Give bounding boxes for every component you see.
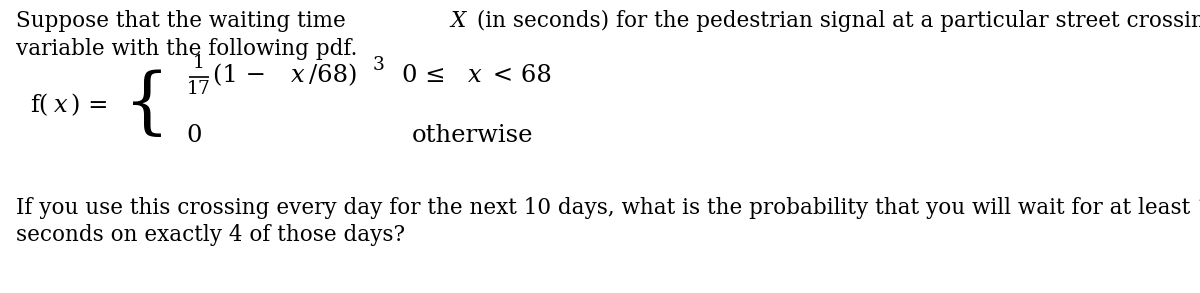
Text: (in seconds) for the pedestrian signal at a particular street crossing is a rand: (in seconds) for the pedestrian signal a… xyxy=(470,10,1200,32)
Text: 0 ≤: 0 ≤ xyxy=(402,64,452,88)
Text: Suppose that the waiting time: Suppose that the waiting time xyxy=(16,10,353,32)
Text: seconds on exactly 4 of those days?: seconds on exactly 4 of those days? xyxy=(16,224,406,246)
Text: x: x xyxy=(54,95,67,117)
Text: If you use this crossing every day for the next 10 days, what is the probability: If you use this crossing every day for t… xyxy=(16,197,1200,219)
Text: 0: 0 xyxy=(187,125,203,147)
Text: (1 −: (1 − xyxy=(212,64,274,88)
Text: otherwise: otherwise xyxy=(412,125,533,147)
Text: x: x xyxy=(292,64,305,88)
Text: 1: 1 xyxy=(193,54,205,72)
Text: X: X xyxy=(450,10,466,32)
Text: x: x xyxy=(468,64,481,88)
Text: f(: f( xyxy=(30,95,48,117)
Text: 3: 3 xyxy=(372,56,384,74)
Text: < 68: < 68 xyxy=(486,64,552,88)
Text: variable with the following pdf.: variable with the following pdf. xyxy=(16,38,358,60)
Text: ) =: ) = xyxy=(71,95,109,117)
Text: {: { xyxy=(124,70,169,140)
Text: /68): /68) xyxy=(308,64,358,88)
Text: 17: 17 xyxy=(187,80,211,98)
